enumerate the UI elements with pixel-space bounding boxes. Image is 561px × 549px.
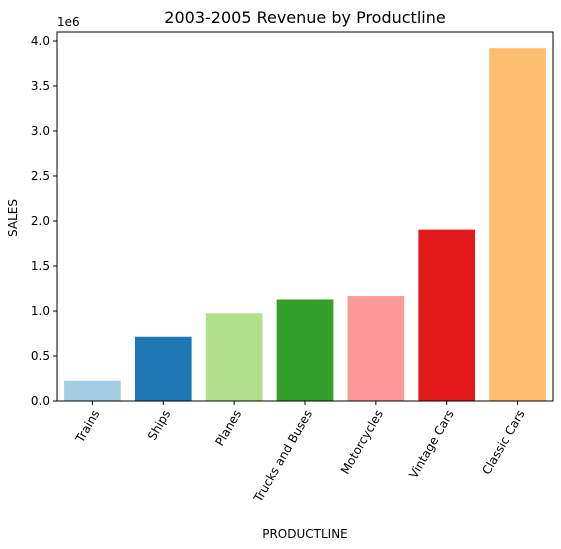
bar-vintage-cars [418, 229, 476, 401]
y-tick-label: 1.5 [31, 259, 50, 273]
bar-planes [205, 313, 263, 401]
bar-motorcycles [347, 296, 405, 401]
bar-trains [64, 380, 121, 401]
y-tick-label: 0.5 [31, 349, 50, 363]
bar-trucks-and-buses [276, 299, 334, 401]
plot-frame [56, 31, 554, 402]
x-tick-label: Classic Cars [479, 408, 527, 478]
x-tick-label: Vintage Cars [406, 408, 456, 481]
x-tick-label: Planes [212, 408, 244, 449]
bar-classic-cars [489, 48, 546, 401]
x-tick-label: Ships [145, 408, 173, 443]
bar-ships [134, 336, 192, 401]
y-tick-label: 3.5 [31, 79, 50, 93]
y-tick-label: 3.0 [31, 124, 50, 138]
x-tick-label: Trucks and Buses [251, 408, 316, 506]
y-tick-label: 0.0 [31, 394, 50, 408]
x-tick-label: Motorcycles [338, 408, 386, 477]
y-axis-label: SALES [6, 199, 20, 237]
x-tick-label: Trains [72, 408, 102, 446]
y-tick-label: 2.5 [31, 169, 50, 183]
y-scale-label: 1e6 [57, 15, 80, 29]
chart-title: 2003-2005 Revenue by Productline [164, 8, 445, 27]
y-tick-label: 2.0 [31, 214, 50, 228]
y-tick-label: 1.0 [31, 304, 50, 318]
y-tick-label: 4.0 [31, 34, 50, 48]
x-axis-label: PRODUCTLINE [262, 527, 348, 541]
